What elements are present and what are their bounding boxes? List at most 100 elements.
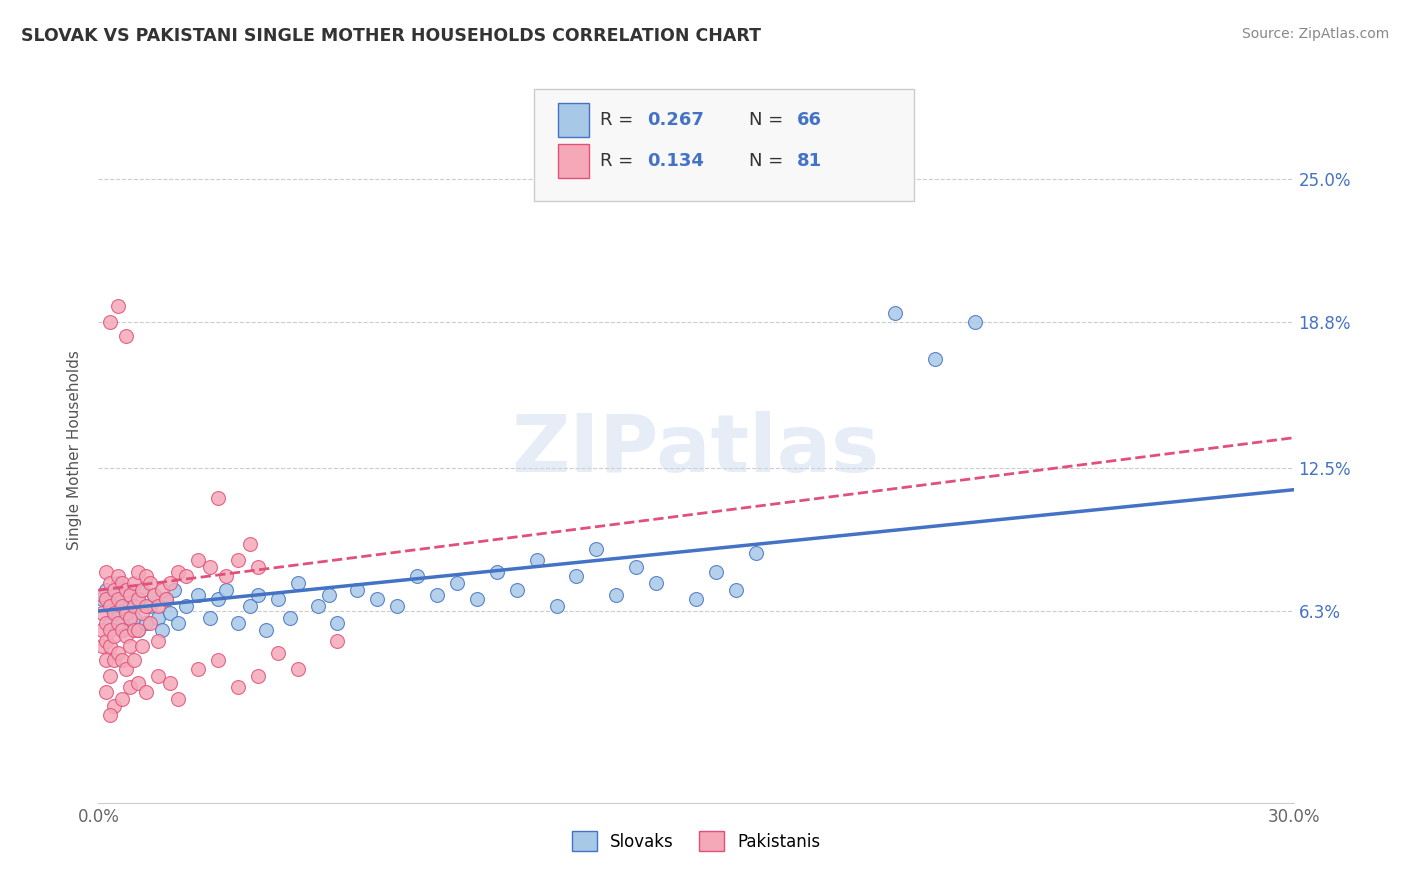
Point [307,599,329,614]
Point [124,652,146,666]
Point [111,599,134,614]
Point [167,565,190,579]
Point [187,553,209,567]
Point [115,601,138,615]
Point [174,599,197,614]
Point [103,630,125,644]
Point [98,615,122,630]
Point [565,569,588,583]
Point [239,537,262,551]
Point [278,611,301,625]
Point [127,592,149,607]
Text: Source: ZipAtlas.com: Source: ZipAtlas.com [1241,27,1389,41]
Point [120,611,142,625]
Point [148,669,170,683]
Point [127,592,149,607]
Point [107,615,129,630]
Point [585,541,607,556]
Point [96,583,118,598]
Point [724,583,747,598]
Point [326,615,349,630]
Point [91,623,114,637]
Point [131,639,153,653]
Point [207,652,229,666]
Point [127,675,149,690]
Point [645,576,668,591]
Point [111,576,134,591]
Point [111,691,134,706]
Point [485,565,508,579]
Point [167,691,190,706]
Point [148,634,170,648]
Point [115,583,138,598]
Point [318,588,340,602]
Point [143,588,166,602]
Point [103,698,125,713]
Point [107,592,129,607]
Point [98,623,122,637]
Point [187,588,209,602]
Point [124,576,146,591]
Point [96,652,118,666]
Point [98,639,122,653]
Point [143,588,166,602]
Point [98,576,122,591]
Point [135,599,157,614]
Point [96,592,118,607]
Point [924,352,946,367]
Point [385,599,409,614]
Point [124,599,146,614]
Text: ZIPatlas: ZIPatlas [512,411,880,490]
Point [127,623,149,637]
Point [148,611,170,625]
Point [115,607,138,621]
Point [98,599,122,614]
Point [120,639,142,653]
Point [115,329,138,343]
Point [127,623,149,637]
Point [139,599,162,614]
Text: N =: N = [749,152,789,169]
Point [159,607,181,621]
Point [884,306,907,320]
Point [246,669,269,683]
Point [159,576,181,591]
Point [215,583,238,598]
Point [605,588,627,602]
Point [155,592,177,607]
Point [246,588,269,602]
Point [107,646,129,660]
Point [103,588,125,602]
Point [465,592,488,607]
Point [326,634,349,648]
Point [198,611,221,625]
Point [406,569,429,583]
Point [963,315,986,329]
Point [139,615,162,630]
Point [96,565,118,579]
Point [124,611,146,625]
Point [174,569,197,583]
Point [148,599,170,614]
Point [91,607,114,621]
Point [426,588,449,602]
Point [91,588,114,602]
Point [91,592,114,607]
Point [103,583,125,598]
Point [207,592,229,607]
Point [107,576,129,591]
Point [254,623,277,637]
Text: 81: 81 [797,152,823,169]
Point [163,583,186,598]
Point [446,576,468,591]
Point [287,576,309,591]
Point [103,607,125,621]
Point [267,592,290,607]
Point [267,646,290,660]
Point [120,588,142,602]
Point [135,685,157,699]
Point [287,662,309,676]
Text: R =: R = [600,112,640,129]
Point [198,560,221,574]
Point [155,592,177,607]
